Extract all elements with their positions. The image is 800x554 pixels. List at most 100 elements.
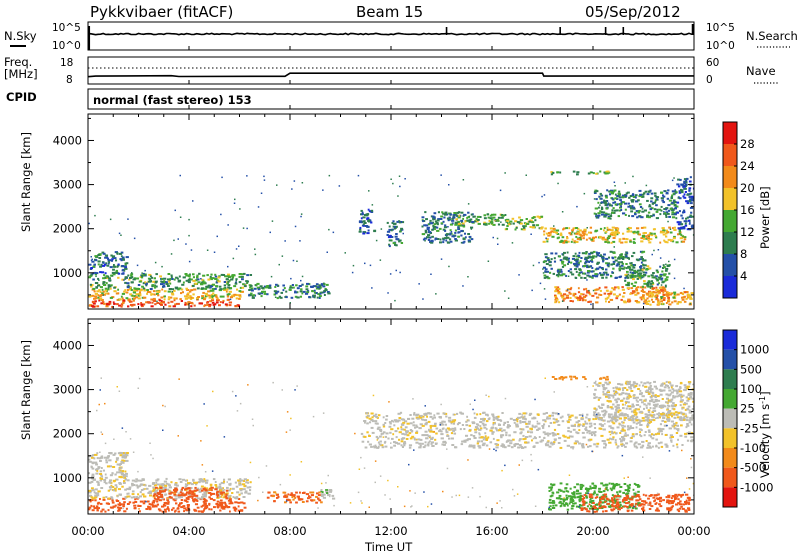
- scatter-cell: [123, 269, 126, 272]
- scatter-cell: [646, 297, 649, 300]
- noise-left-tick-bottom: 10^0: [52, 40, 81, 52]
- scatter-cell: [390, 178, 392, 180]
- scatter-cell: [122, 503, 126, 506]
- scatter-cell: [478, 432, 481, 435]
- scatter-cell: [634, 385, 638, 388]
- scatter-cell: [647, 420, 650, 422]
- scatter-cell: [205, 506, 209, 509]
- scatter-cell: [601, 410, 604, 413]
- scatter-cell: [492, 437, 495, 440]
- scatter-cell: [294, 295, 298, 298]
- scatter-cell: [358, 220, 363, 223]
- scatter-cell: [487, 260, 490, 262]
- scatter-cell: [604, 387, 608, 390]
- scatter-cell: [241, 278, 244, 281]
- scatter-cell: [635, 416, 639, 419]
- scatter-cell: [174, 209, 176, 212]
- scatter-cell: [554, 252, 558, 255]
- scatter-cell: [377, 426, 381, 429]
- scatter-cell: [459, 428, 462, 431]
- scatter-cell: [675, 413, 679, 416]
- scatter-cell: [124, 470, 127, 473]
- scatter-cell: [142, 296, 147, 299]
- scatter-cell: [515, 418, 519, 420]
- scatter-cell: [582, 299, 584, 302]
- scatter-cell: [688, 294, 691, 297]
- scatter-cell: [609, 394, 612, 397]
- scatter-cell: [201, 493, 206, 496]
- scatter-cell: [424, 430, 428, 433]
- scatter-cell: [461, 222, 465, 225]
- scatter-cell: [452, 215, 455, 217]
- scatter-cell: [504, 219, 507, 222]
- scatter-cell: [612, 237, 616, 239]
- scatter-cell: [461, 440, 465, 443]
- scatter-cell: [126, 487, 129, 490]
- scatter-cell: [425, 218, 428, 221]
- scatter-cell: [137, 294, 141, 297]
- scatter-cell: [641, 297, 646, 300]
- scatter-cell: [384, 440, 387, 443]
- scatter-cell: [497, 415, 500, 418]
- scatter-cell: [97, 466, 101, 469]
- scatter-cell: [436, 229, 440, 232]
- scatter-cell: [482, 412, 485, 414]
- scatter-cell: [507, 297, 510, 299]
- scatter-cell: [652, 214, 655, 217]
- scatter-cell: [557, 182, 559, 185]
- scatter-cell: [211, 295, 214, 298]
- scatter-cell: [559, 234, 563, 237]
- scatter-cell: [91, 300, 96, 303]
- scatter-cell: [411, 435, 415, 438]
- scatter-cell: [389, 234, 392, 237]
- scatter-cell: [678, 197, 682, 200]
- scatter-cell: [169, 296, 173, 299]
- scatter-cell: [511, 217, 515, 220]
- scatter-cell: [400, 423, 404, 426]
- scatter-cell: [188, 296, 192, 299]
- scatter-cell: [555, 274, 558, 277]
- scatter-cell: [460, 219, 464, 222]
- scatter-cell: [163, 480, 168, 483]
- scatter-cell: [107, 277, 111, 280]
- scatter-cell: [452, 214, 456, 217]
- scatter-cell: [301, 498, 304, 501]
- scatter-cell: [182, 505, 186, 508]
- scatter-cell: [660, 430, 663, 433]
- scatter-cell: [478, 446, 482, 449]
- scatter-cell: [94, 305, 97, 308]
- scatter-cell: [329, 490, 333, 493]
- scatter-cell: [384, 445, 388, 448]
- scatter-cell: [208, 503, 211, 506]
- scatter-cell: [117, 471, 121, 474]
- scatter-cell: [604, 271, 608, 274]
- scatter-cell: [407, 417, 411, 420]
- scatter-cell: [611, 417, 614, 420]
- scatter-cell: [639, 274, 642, 277]
- scatter-cell: [621, 421, 624, 424]
- scatter-cell: [461, 424, 464, 426]
- scatter-cell: [174, 510, 176, 513]
- scatter-cell: [439, 241, 442, 244]
- scatter-cell: [665, 393, 669, 396]
- scatter-cell: [173, 489, 176, 492]
- scatter-cell: [637, 286, 639, 289]
- scatter-cell: [593, 198, 596, 200]
- scatter-cell: [561, 265, 565, 268]
- scatter-cell: [587, 430, 591, 433]
- scatter-cell: [658, 301, 661, 304]
- scatter-cell: [92, 478, 96, 481]
- scatter-cell: [621, 424, 625, 427]
- scatter-cell: [587, 445, 590, 448]
- scatter-cell: [430, 215, 433, 218]
- scatter-cell: [544, 298, 547, 300]
- scatter-cell: [637, 272, 640, 275]
- scatter-cell: [640, 429, 643, 432]
- scatter-cell: [320, 291, 324, 294]
- scatter-cell: [216, 299, 219, 302]
- scatter-cell: [606, 238, 609, 241]
- scatter-cell: [476, 215, 481, 218]
- scatter-cell: [114, 484, 118, 487]
- scatter-cell: [215, 296, 218, 299]
